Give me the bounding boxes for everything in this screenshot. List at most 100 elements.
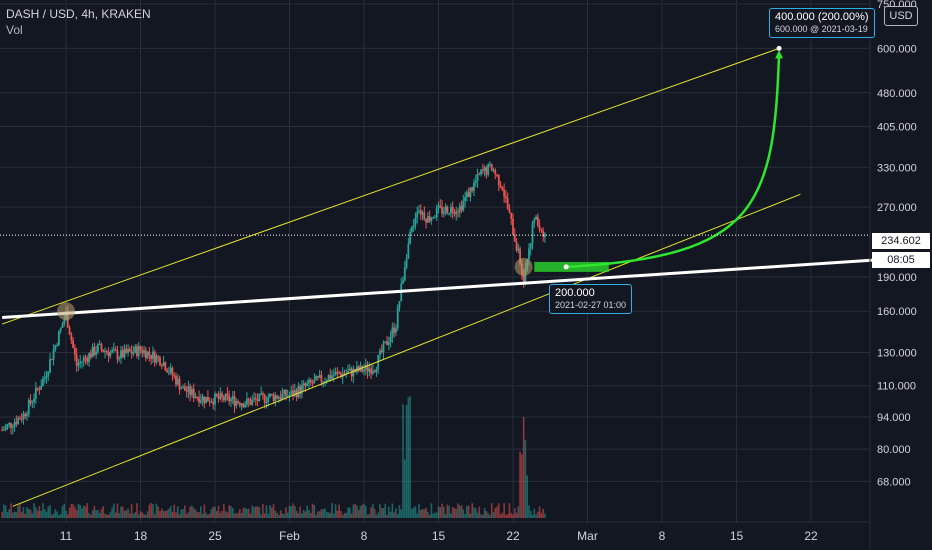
- volume-bar: [462, 509, 465, 518]
- y-tick-label: 405.000: [877, 122, 917, 134]
- candle-body: [81, 361, 83, 363]
- candle-body: [52, 349, 55, 360]
- candle-body: [196, 396, 199, 398]
- candle-body: [274, 395, 277, 402]
- volume-bar: [171, 511, 174, 518]
- candle-body: [47, 372, 50, 377]
- candle-body: [61, 324, 64, 328]
- candle-body: [49, 359, 51, 373]
- volume-bar: [42, 503, 44, 518]
- candle-body: [148, 351, 151, 355]
- candle-body: [524, 268, 527, 283]
- candle-body: [173, 375, 176, 377]
- candle-body: [279, 397, 282, 400]
- candle-body: [492, 170, 495, 172]
- volume-bar: [4, 505, 7, 518]
- candle-body: [469, 187, 472, 198]
- candle-body: [13, 422, 16, 428]
- volume-bar: [93, 506, 96, 518]
- candle-body: [496, 174, 498, 176]
- bar-countdown-tag: 08:05: [872, 252, 930, 268]
- volume-bar: [347, 507, 349, 518]
- candle-body: [164, 362, 167, 371]
- volume-bar: [304, 511, 307, 518]
- candle-body: [277, 397, 280, 399]
- candle-body: [111, 350, 114, 352]
- volume-bar: [8, 509, 11, 518]
- volume-bar: [214, 507, 216, 518]
- candle-body: [144, 350, 147, 359]
- volume-bar: [52, 513, 55, 518]
- volume-indicator-label[interactable]: Vol: [6, 23, 23, 37]
- time-axis[interactable]: 11 18 25 Feb 8 15 22 Mar 8 15 22: [0, 521, 870, 543]
- candle-body: [352, 368, 355, 377]
- candle-body: [327, 375, 330, 381]
- drawings[interactable]: [0, 45, 875, 507]
- candle-body: [499, 184, 502, 188]
- volume-bar: [368, 514, 371, 518]
- volume-bar: [182, 509, 184, 518]
- volume-bar: [155, 503, 158, 518]
- candle-body: [258, 393, 261, 402]
- volume-bar: [157, 506, 160, 518]
- volume-bar: [327, 512, 330, 518]
- volume-bar: [187, 512, 190, 518]
- volume-bar: [210, 509, 213, 518]
- volume-bar: [120, 506, 122, 518]
- volume-bar: [145, 514, 147, 518]
- volume-bar: [377, 512, 379, 518]
- volume-bar: [483, 507, 486, 518]
- volume-bar: [338, 504, 340, 518]
- volume-bar: [272, 504, 275, 518]
- target-callout[interactable]: 400.000 (200.00%) 600.000 @ 2021-03-19: [769, 8, 875, 38]
- volume-bar: [513, 508, 516, 518]
- volume-bar: [20, 512, 23, 518]
- candle-body: [329, 375, 332, 379]
- candle-body: [112, 349, 115, 351]
- candle-body: [27, 400, 30, 415]
- volume-bar: [102, 506, 105, 518]
- volume-bar: [263, 513, 266, 518]
- candle-body: [128, 349, 131, 352]
- volume-bar: [215, 511, 218, 518]
- candle-body: [20, 419, 23, 421]
- candle-body: [114, 349, 117, 351]
- candle-body: [276, 395, 278, 399]
- candle-body: [441, 206, 443, 214]
- entry-callout[interactable]: 200.000 2021-02-27 01:00: [549, 284, 633, 314]
- volume-bar: [107, 514, 110, 518]
- currency-button[interactable]: USD: [884, 6, 918, 26]
- symbol-title[interactable]: DASH / USD, 4h, KRAKEN: [6, 7, 151, 21]
- candle-body: [192, 388, 195, 399]
- candle-body: [263, 394, 266, 403]
- volume-bar: [492, 512, 495, 518]
- candle-body: [522, 274, 525, 283]
- candle-body: [432, 217, 435, 219]
- candle-body: [221, 393, 223, 397]
- candle-body: [104, 351, 106, 353]
- volume-bar: [141, 512, 144, 518]
- volume-bar: [540, 512, 543, 518]
- price-axis[interactable]: 750.000 600.000 480.000 405.000 330.000 270.0…: [869, 0, 917, 550]
- volume-bar: [460, 505, 463, 518]
- candle-body: [396, 307, 399, 329]
- candle-body: [72, 340, 74, 348]
- volume-bar: [230, 505, 232, 518]
- volume-bar: [524, 439, 527, 518]
- candle-body: [324, 381, 326, 383]
- candle-body: [238, 402, 241, 406]
- volume-bar: [159, 511, 161, 518]
- volume-bar: [43, 509, 46, 518]
- candle-body: [542, 230, 545, 238]
- volume-bar: [10, 503, 12, 518]
- candle-body: [292, 390, 294, 396]
- candle-body: [256, 399, 259, 402]
- volume-bar: [334, 504, 337, 518]
- candle-body: [127, 349, 129, 353]
- candle-body: [535, 216, 537, 220]
- candle-body: [207, 396, 209, 402]
- volume-bar: [322, 509, 325, 518]
- candle-body: [93, 346, 96, 355]
- volume-bar: [526, 475, 528, 518]
